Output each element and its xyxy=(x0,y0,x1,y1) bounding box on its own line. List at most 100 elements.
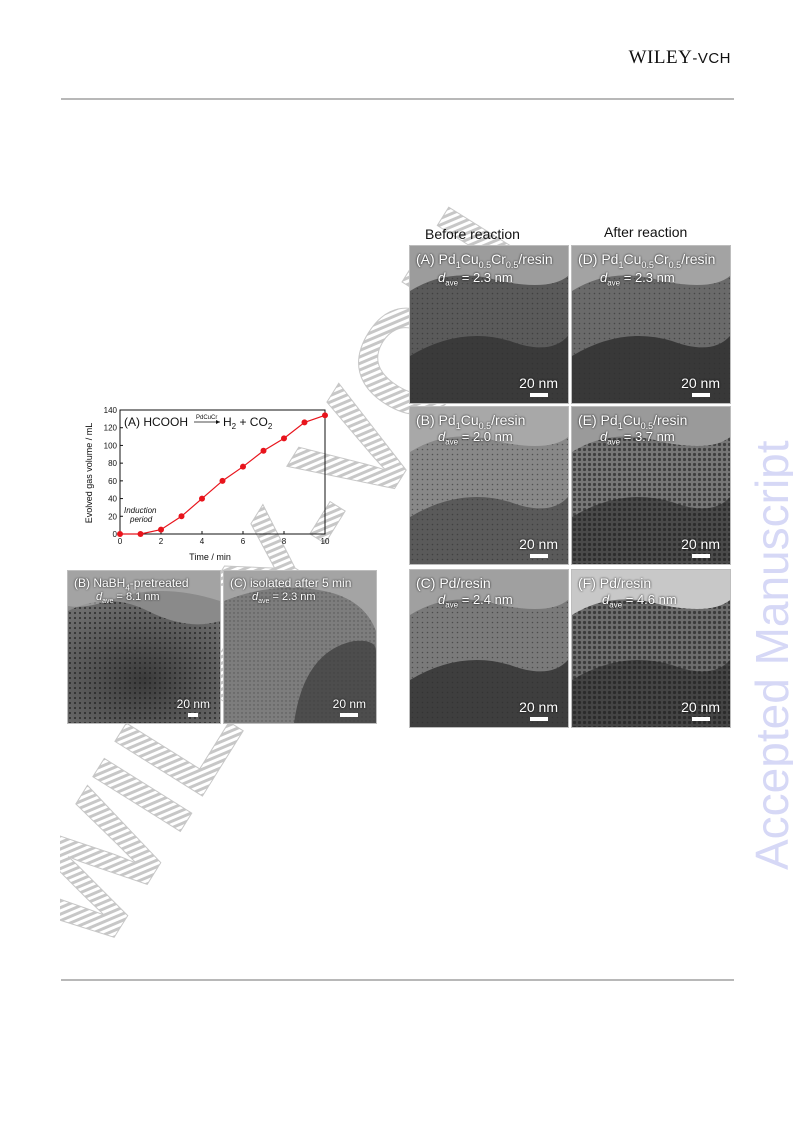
tem-panel-right-1: (D) Pd1Cu0.5Cr0.5/resin dave = 2.3 nm 20 n… xyxy=(571,245,731,404)
scale-text: 20 nm xyxy=(519,536,558,552)
chart-title: (A) HCOOH xyxy=(124,415,188,429)
label-sub: 1 xyxy=(617,420,623,431)
panel-c-scale-text: 20 nm xyxy=(332,697,366,711)
product-h-sub: 2 xyxy=(232,422,237,431)
d-val: = 2.3 nm xyxy=(458,270,513,285)
column-after-reaction: After reaction xyxy=(604,224,688,240)
annotation-line2: period xyxy=(129,515,153,524)
panel-dave: dave = 3.7 nm xyxy=(600,429,675,447)
label-part: (D) Pd xyxy=(578,251,619,267)
label-part: (E) Pd xyxy=(578,412,618,428)
panel-label: (F) Pd/resin xyxy=(578,575,651,594)
scale-text: 20 nm xyxy=(681,536,720,552)
column-before-reaction: Before reaction xyxy=(425,226,520,242)
chart-series xyxy=(117,412,328,537)
panel-b-scale-text: 20 nm xyxy=(176,697,210,711)
label-sub: 0.5 xyxy=(668,259,682,270)
watermark-side-text: Accepted Manuscript xyxy=(746,440,793,870)
label-part: /resin xyxy=(518,251,553,267)
label-part: Cu xyxy=(623,251,642,267)
panel-label: (C) Pd/resin xyxy=(416,575,491,594)
tem-panel-right-4: (C) Pd/resin dave = 2.4 nm 20 nm xyxy=(409,569,569,728)
y-tick-label: 60 xyxy=(108,477,117,486)
d-sub: ave xyxy=(609,600,623,610)
chart-xlabel: Time / min xyxy=(189,552,231,562)
panel-c-d-sym: d xyxy=(252,591,259,603)
tem-panel-right-5: (F) Pd/resin dave = 4.6 nm 20 nm xyxy=(571,569,731,728)
panel-c-dave: dave = 2.3 nm xyxy=(252,591,316,605)
panel-b-dave: dave = 8.1 nm xyxy=(96,591,160,605)
panel-b-d-sym: d xyxy=(96,591,103,603)
label-sub: 0.5 xyxy=(505,259,519,270)
panel-c-d-val: = 2.3 nm xyxy=(269,591,316,603)
d-sub: ave xyxy=(445,600,459,610)
panel-b-scale: 20 nm xyxy=(177,697,210,717)
x-tick-label: 10 xyxy=(321,537,330,546)
d-sub: ave xyxy=(445,437,459,447)
header-rule xyxy=(61,98,734,100)
label-part: /resin xyxy=(491,412,526,428)
label-part: Cu xyxy=(622,412,641,428)
d-val: = 2.0 nm xyxy=(458,429,513,444)
x-tick-label: 6 xyxy=(241,537,246,546)
panel-b-d-val: = 8.1 nm xyxy=(113,591,160,603)
annotation-line1: Induction xyxy=(124,506,157,515)
label-part: Cu xyxy=(460,412,479,428)
label-part: (F) Pd/resin xyxy=(578,575,652,591)
scale-bar xyxy=(691,554,710,558)
tem-image xyxy=(572,407,730,564)
accepted-manuscript-watermark: Accepted Manuscript xyxy=(746,440,793,870)
data-point xyxy=(219,477,226,484)
product-co-sub: 2 xyxy=(268,422,273,431)
scale-bar xyxy=(529,717,548,721)
label-sub: 0.5 xyxy=(640,420,654,431)
panel-b-label-post: -pretreated xyxy=(129,576,189,590)
panel-label: (D) Pd1Cu0.5Cr0.5/resin xyxy=(578,251,715,270)
scale-bar xyxy=(529,554,548,558)
panel-b-label: (B) NaBH4-pretreated xyxy=(74,576,189,592)
tem-panel-c: (C) isolated after 5 min dave = 2.3 nm 2… xyxy=(223,570,377,724)
panel-c-scale-bar xyxy=(340,713,359,717)
data-point xyxy=(137,531,144,537)
tem-image xyxy=(572,570,730,727)
footer-rule xyxy=(61,979,734,981)
panel-dave: dave = 4.6 nm xyxy=(602,592,677,610)
d-sym: d xyxy=(602,592,610,607)
label-sub: 1 xyxy=(455,259,461,270)
tem-image xyxy=(410,570,568,727)
panel-dave: dave = 2.0 nm xyxy=(438,429,513,447)
x-tick-label: 4 xyxy=(200,537,205,546)
label-sub: 0.5 xyxy=(478,420,492,431)
panel-c-d-sub: ave xyxy=(258,598,270,606)
data-point xyxy=(281,435,287,442)
tem-image-c xyxy=(224,571,376,723)
panel-b-scale-bar xyxy=(188,713,199,717)
panel-scale: 20 nm xyxy=(519,375,558,397)
panel-c-label: (C) isolated after 5 min xyxy=(230,576,352,590)
data-point xyxy=(117,531,123,537)
d-sym: d xyxy=(600,270,608,285)
reaction-arrow-head xyxy=(216,420,220,424)
scale-text: 20 nm xyxy=(681,375,720,391)
label-part: (A) Pd xyxy=(416,251,456,267)
panel-dave: dave = 2.4 nm xyxy=(438,592,513,610)
tem-image-b xyxy=(68,571,220,723)
label-part: /resin xyxy=(653,412,688,428)
d-val: = 4.6 nm xyxy=(622,592,677,607)
label-sub: 0.5 xyxy=(478,259,492,270)
panel-b-label-pre: (B) NaBH xyxy=(74,576,126,590)
publisher-suffix: -VCH xyxy=(692,50,731,67)
d-sym: d xyxy=(438,270,446,285)
label-part: (C) Pd/resin xyxy=(416,575,491,591)
d-sym: d xyxy=(600,429,608,444)
panel-label: (B) Pd1Cu0.5/resin xyxy=(416,412,525,431)
d-val: = 3.7 nm xyxy=(620,429,675,444)
d-sub: ave xyxy=(445,278,459,288)
data-point xyxy=(301,419,308,426)
data-point xyxy=(158,526,164,533)
panel-dave: dave = 2.3 nm xyxy=(438,270,513,288)
tem-image xyxy=(410,407,568,564)
x-tick-label: 2 xyxy=(159,537,164,546)
scale-bar xyxy=(691,393,710,397)
